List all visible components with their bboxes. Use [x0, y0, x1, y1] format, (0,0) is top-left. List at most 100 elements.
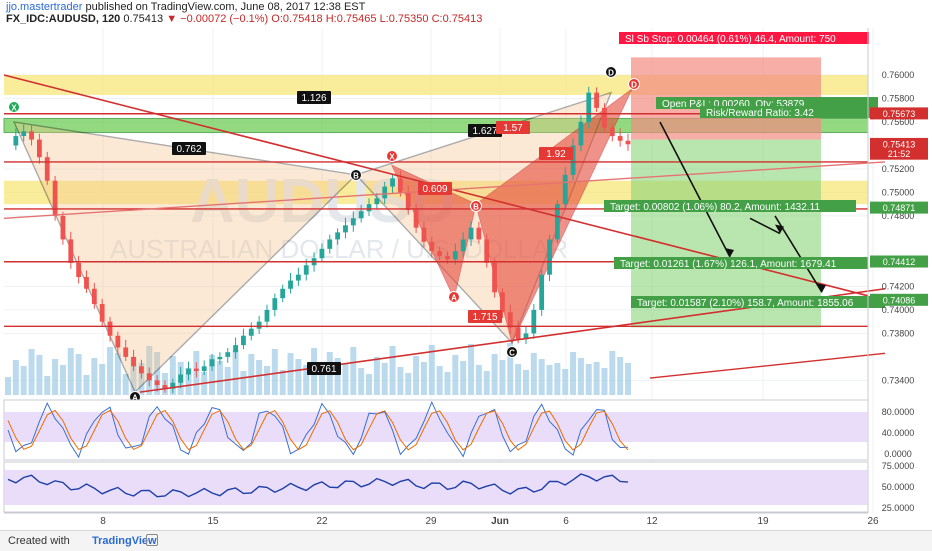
volume-bar: [570, 352, 577, 395]
volume-bar: [20, 366, 27, 395]
price-tick-label: 0.73400: [882, 375, 915, 385]
created-with-text: Created with: [8, 535, 70, 547]
candle-body: [162, 385, 168, 389]
down-arrow-icon: ▼: [166, 13, 178, 25]
trade-box: [631, 296, 885, 308]
volume-bar: [169, 356, 176, 395]
pattern-point-label: D: [608, 69, 614, 78]
candle-body: [225, 352, 231, 357]
candle-body: [531, 309, 537, 334]
volume-bar: [522, 370, 529, 395]
candle-body: [617, 136, 623, 141]
volume-bar: [350, 347, 357, 395]
candle-body: [570, 145, 576, 175]
price-tag: [870, 293, 928, 306]
trade-box-label: Risk/Reward Ratio: 3.42: [706, 108, 814, 119]
pattern-point-badge: [628, 78, 640, 90]
volume-bar: [460, 361, 467, 395]
candle-body: [562, 174, 568, 205]
ratio-label: 1.57: [503, 123, 523, 134]
projection-arrow: [749, 217, 781, 235]
candle-body: [154, 380, 160, 386]
volume-bar: [130, 357, 137, 395]
price-tick-label: 0.74000: [882, 305, 915, 315]
volume-bar: [36, 355, 43, 395]
volume-bar: [138, 363, 145, 395]
candle-body: [115, 335, 121, 348]
volume-bar: [405, 373, 412, 395]
volume-bar: [114, 353, 121, 395]
volume-bar: [538, 359, 545, 395]
candle-body: [52, 180, 58, 216]
ohlc-high: H:0.75465: [325, 13, 377, 25]
volume-bar: [530, 353, 537, 395]
volume-bar: [515, 364, 522, 395]
candle-body: [99, 304, 105, 322]
candle-body: [146, 373, 152, 381]
stoch-level-label: 40.0000: [882, 428, 915, 438]
candle-body: [602, 107, 607, 128]
candle-body: [319, 248, 325, 259]
trade-box: [604, 200, 856, 212]
pattern-point-label: B: [473, 203, 479, 212]
volume-bar: [52, 359, 59, 395]
candle-body: [256, 321, 262, 329]
pattern-point-badge: [470, 200, 482, 212]
volume-bar: [279, 370, 286, 395]
candle-body: [217, 356, 223, 360]
ohlc-close: C:0.75413: [431, 13, 483, 25]
price-tick-label: 0.75600: [882, 117, 915, 127]
ratio-bg: [468, 124, 502, 137]
volume-bar: [67, 348, 74, 395]
volume-bar: [342, 364, 349, 395]
volume-bar: [436, 366, 443, 395]
candle-body: [578, 121, 584, 146]
candle-body: [390, 178, 395, 187]
time-tick-label: 15: [207, 516, 219, 527]
volume-bar: [216, 361, 223, 395]
volume-bar: [491, 354, 498, 395]
ratio-label: 1.92: [546, 149, 566, 160]
volume-bar: [475, 365, 482, 395]
time-tick-label: 19: [757, 516, 769, 527]
volume-bar: [554, 363, 561, 395]
volume-bar: [468, 344, 475, 395]
ratio-label: 1.627: [472, 126, 497, 137]
volume-bar: [577, 358, 584, 395]
volume-bar: [499, 360, 506, 395]
time-tick-label: 29: [425, 516, 437, 527]
candle-body: [288, 280, 293, 289]
volume-bar: [366, 374, 373, 395]
trade-box: [700, 106, 870, 118]
ohlc-open: O:0.75418: [271, 13, 323, 25]
candle-body: [107, 321, 113, 336]
rsi-level-label: 75.0000: [882, 461, 915, 471]
volume-bar: [562, 369, 569, 395]
price-tick-label: 0.74800: [882, 211, 915, 221]
candle-body: [36, 139, 42, 158]
volume-bar: [122, 374, 129, 395]
volume-bar: [483, 371, 490, 395]
pattern-point-label: A: [132, 394, 138, 403]
candle-body: [609, 127, 615, 137]
candle-body: [484, 239, 490, 263]
volume-bar: [334, 358, 341, 395]
candle-body: [131, 356, 136, 367]
ratio-bg: [172, 142, 206, 155]
volume-bar: [389, 346, 396, 395]
share-icon[interactable]: [146, 534, 158, 546]
volume-bar: [99, 364, 106, 395]
volume-bar: [248, 354, 255, 395]
author-link[interactable]: jjo.mastertrader: [6, 1, 83, 13]
candle-body: [547, 239, 552, 275]
volume-bar: [303, 365, 310, 395]
volume-bar: [585, 364, 592, 395]
time-tick-label: 6: [563, 516, 569, 527]
pattern-point-badge: [8, 101, 20, 113]
volume-bar: [546, 365, 553, 395]
price-tick-label: 0.75800: [882, 93, 915, 103]
candle-body: [91, 288, 97, 305]
ratio-bg: [539, 147, 573, 160]
tradingview-logo[interactable]: TradingView: [92, 535, 157, 547]
